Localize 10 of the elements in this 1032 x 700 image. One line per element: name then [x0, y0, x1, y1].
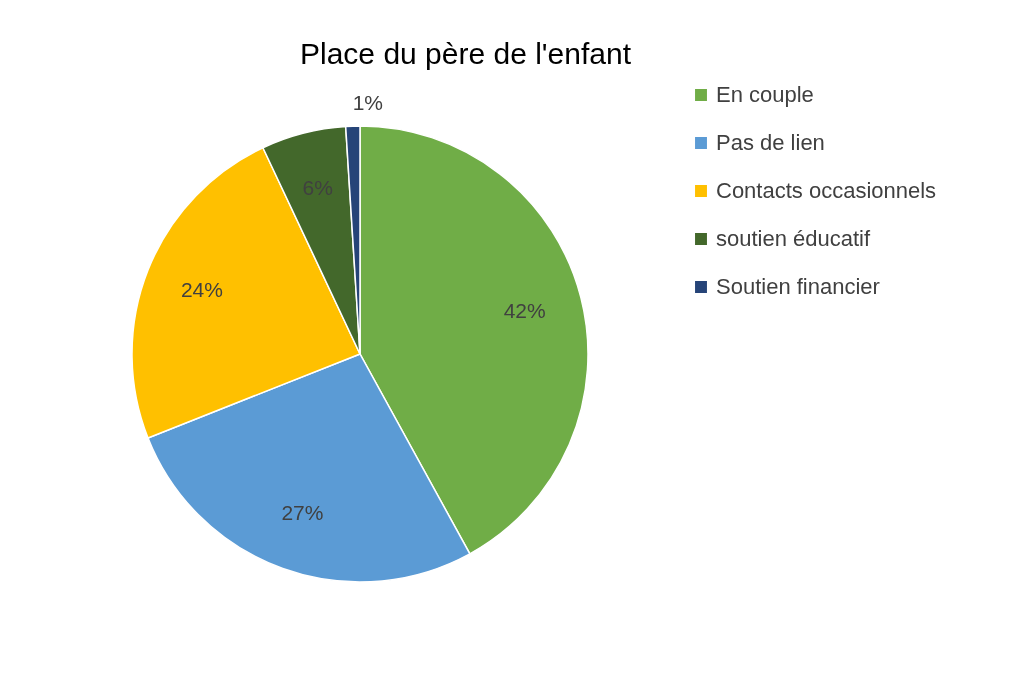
legend-label: Pas de lien	[716, 130, 825, 155]
legend-label: soutien éducatif	[716, 226, 871, 251]
legend-label: Soutien financier	[716, 274, 880, 299]
chart-title: Place du père de l'enfant	[300, 37, 632, 70]
data-label: 42%	[503, 298, 546, 322]
data-label: 27%	[281, 500, 324, 524]
legend-label: Contacts occasionnels	[716, 178, 937, 203]
legend-label: En couple	[716, 82, 814, 107]
data-label: 24%	[180, 278, 223, 302]
data-label: 1%	[352, 91, 384, 115]
